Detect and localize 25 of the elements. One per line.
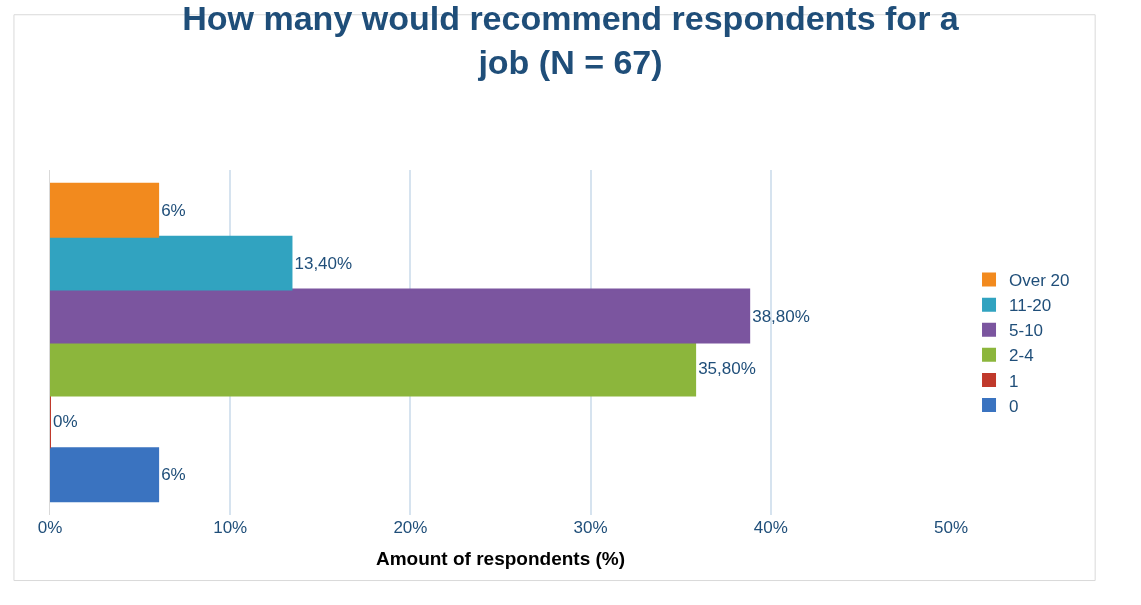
- chart-title: How many would recommend respondents for a job (N = 67): [182, 0, 960, 82]
- bar: [50, 288, 751, 344]
- legend-label: 0: [1009, 396, 1019, 416]
- x-tick-label: 50%: [933, 518, 969, 537]
- data-label: 13,40%: [294, 253, 353, 273]
- bar: [50, 235, 293, 291]
- x-axis-title: Amount of respondents (%): [375, 547, 626, 569]
- bar: [50, 341, 697, 397]
- legend-label: 1: [1009, 371, 1019, 391]
- legend-label: 5-10: [1009, 321, 1044, 341]
- data-label: 6%: [161, 200, 186, 220]
- x-tick-label: 40%: [753, 518, 788, 537]
- x-tick-label: 20%: [393, 518, 428, 537]
- x-tick-label: 30%: [573, 518, 608, 537]
- data-label: 38,80%: [752, 306, 810, 326]
- data-label: 35,80%: [698, 359, 756, 379]
- bar: [50, 447, 160, 503]
- data-label: 0%: [53, 412, 78, 432]
- data-label: 6%: [161, 465, 186, 485]
- bar: [50, 182, 160, 238]
- legend-label: Over 20: [1009, 271, 1070, 291]
- legend-label: 11-20: [1009, 296, 1052, 316]
- x-tick-label: 0%: [37, 518, 63, 537]
- x-tick-label: 10%: [213, 518, 248, 537]
- legend-label: 2-4: [1009, 346, 1034, 366]
